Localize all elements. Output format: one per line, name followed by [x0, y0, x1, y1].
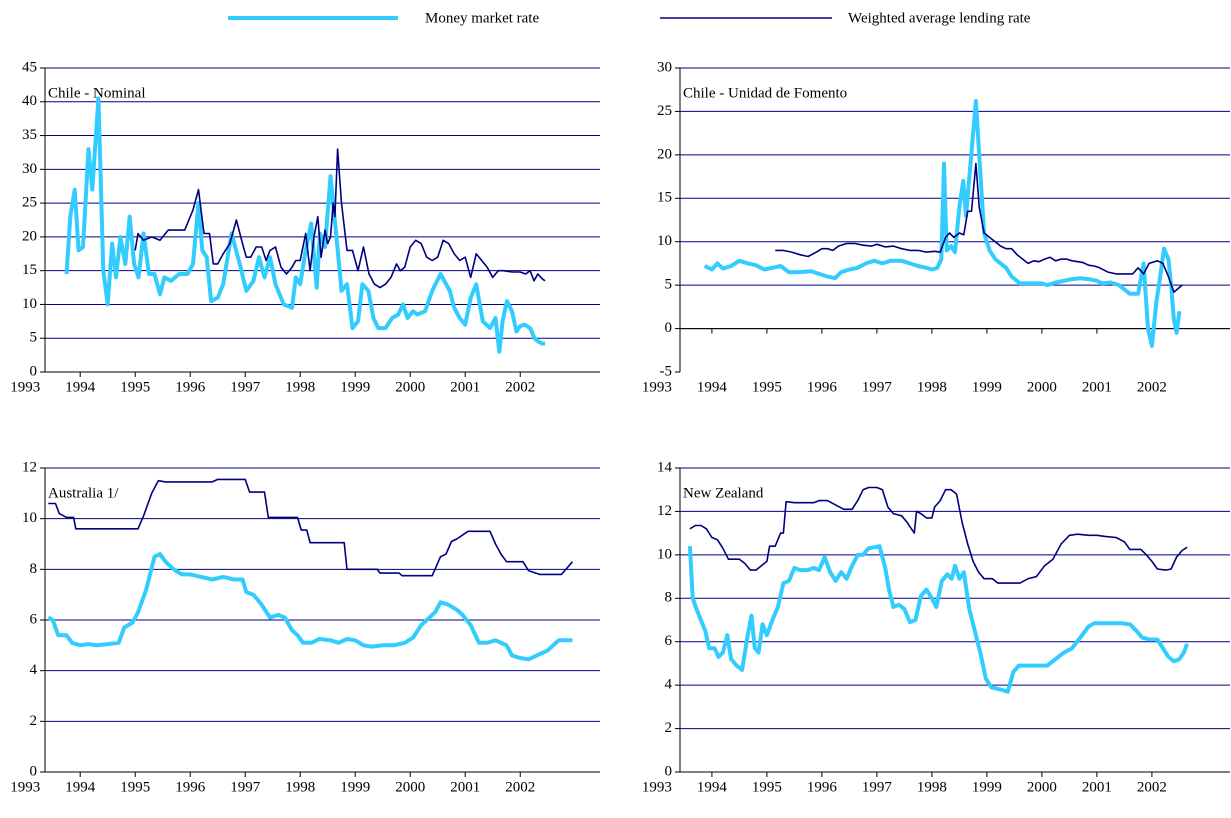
- y-tick-label: 4: [665, 677, 673, 693]
- panel-title: Chile - Nominal: [48, 85, 146, 101]
- series-line: [689, 486, 1188, 584]
- legend-label: Weighted average lending rate: [848, 10, 1031, 26]
- x-tick-label: 2000: [1027, 779, 1057, 795]
- x-tick-label: 1995: [752, 779, 782, 795]
- x-tick-label: 2002: [505, 379, 535, 395]
- x-tick-label: 1995: [752, 379, 782, 395]
- panel-title: Chile - Unidad de Fomento: [683, 85, 847, 101]
- series-line: [134, 148, 546, 289]
- x-tick-label: 1996: [807, 379, 838, 395]
- x-tick-label: 1995: [120, 379, 150, 395]
- x-tick-label: 1996: [175, 379, 206, 395]
- x-tick-label: 1998: [917, 379, 947, 395]
- y-tick-label: 12: [22, 459, 37, 475]
- y-tick-label: 20: [22, 228, 37, 244]
- y-tick-label: 5: [30, 330, 38, 346]
- y-tick-label: 12: [657, 503, 672, 519]
- series-line: [47, 552, 573, 662]
- x-tick-label: 1994: [65, 379, 96, 395]
- x-tick-label: 1993: [10, 379, 40, 395]
- y-tick-label: 5: [665, 277, 673, 293]
- x-tick-label: 1993: [642, 779, 672, 795]
- series-line: [64, 96, 545, 354]
- y-tick-label: 10: [22, 296, 37, 312]
- y-tick-label: 15: [657, 190, 672, 206]
- y-tick-label: 30: [657, 59, 672, 75]
- x-tick-label: 1999: [340, 779, 370, 795]
- x-tick-label: 1997: [862, 379, 893, 395]
- y-tick-label: 40: [22, 93, 37, 109]
- y-tick-label: 0: [30, 763, 38, 779]
- y-tick-label: 20: [657, 146, 672, 162]
- y-tick-label: 0: [665, 320, 673, 336]
- panel-title: Australia 1/: [48, 485, 119, 501]
- y-tick-label: 2: [665, 720, 673, 736]
- x-tick-label: 2001: [450, 379, 480, 395]
- x-tick-label: 2002: [505, 779, 535, 795]
- x-tick-label: 1998: [285, 379, 315, 395]
- series-line: [775, 162, 1183, 293]
- x-tick-label: 1997: [230, 779, 261, 795]
- legend-label: Money market rate: [425, 10, 539, 26]
- x-tick-label: 2002: [1137, 779, 1167, 795]
- y-tick-label: 25: [657, 103, 672, 119]
- y-tick-label: 6: [665, 633, 673, 649]
- x-tick-label: 1994: [697, 379, 728, 395]
- y-tick-label: 30: [22, 161, 37, 177]
- x-tick-label: 2001: [450, 779, 480, 795]
- x-tick-label: 1993: [10, 779, 40, 795]
- y-tick-label: 45: [22, 59, 37, 75]
- x-tick-label: 1998: [917, 779, 947, 795]
- x-tick-label: 1994: [65, 779, 96, 795]
- x-tick-label: 1997: [230, 379, 261, 395]
- series-line: [48, 478, 574, 577]
- x-tick-label: 1994: [697, 779, 728, 795]
- x-tick-label: 2001: [1082, 779, 1112, 795]
- series-line: [687, 544, 1189, 694]
- x-tick-label: 1995: [120, 779, 150, 795]
- y-tick-label: 35: [22, 127, 37, 143]
- x-tick-label: 2000: [1027, 379, 1057, 395]
- x-tick-label: 1998: [285, 779, 315, 795]
- x-tick-label: 1996: [175, 779, 206, 795]
- x-tick-label: 1993: [642, 379, 672, 395]
- x-tick-label: 2001: [1082, 379, 1112, 395]
- y-tick-label: 10: [22, 510, 37, 526]
- y-tick-label: 10: [657, 233, 672, 249]
- panel-title: New Zealand: [683, 485, 764, 501]
- x-tick-label: 1999: [972, 779, 1002, 795]
- y-tick-label: 6: [30, 611, 38, 627]
- y-tick-label: 10: [657, 546, 672, 562]
- x-tick-label: 1999: [972, 379, 1002, 395]
- x-tick-label: 1996: [807, 779, 838, 795]
- y-tick-label: 14: [657, 459, 673, 475]
- y-tick-label: 8: [665, 590, 673, 606]
- series-line: [703, 99, 1182, 348]
- y-tick-label: 0: [665, 763, 673, 779]
- x-tick-label: 1999: [340, 379, 370, 395]
- x-tick-label: 2000: [395, 379, 425, 395]
- y-tick-label: -5: [660, 363, 673, 379]
- x-tick-label: 2002: [1137, 379, 1167, 395]
- y-tick-label: 0: [30, 363, 38, 379]
- y-tick-label: 25: [22, 195, 37, 211]
- x-tick-label: 1997: [862, 779, 893, 795]
- x-tick-label: 2000: [395, 779, 425, 795]
- y-tick-label: 4: [30, 662, 38, 678]
- y-tick-label: 8: [30, 561, 38, 577]
- y-tick-label: 2: [30, 713, 38, 729]
- y-tick-label: 15: [22, 262, 37, 278]
